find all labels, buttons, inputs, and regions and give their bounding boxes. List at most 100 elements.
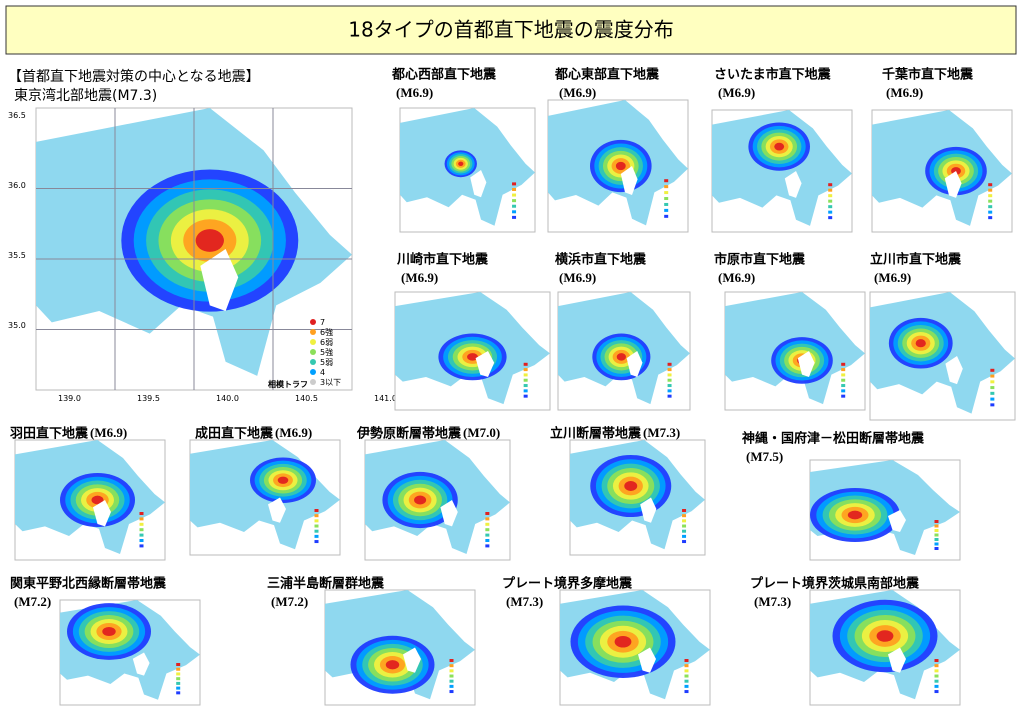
legend-swatch (485, 533, 490, 537)
legend-swatch (449, 684, 454, 688)
panel-magnitude: (M6.9) (396, 85, 433, 100)
legend-swatch (934, 520, 939, 523)
panel-name: 関東平野北西縁断層帯地震 (10, 576, 167, 592)
legend-swatch (841, 368, 846, 372)
panel-magnitude: (M6.9) (90, 425, 127, 440)
panel-name: 都心東部直下地震 (554, 67, 660, 83)
legend-swatch (828, 205, 833, 209)
title-box (5, 5, 1017, 55)
legend-swatch (828, 210, 833, 214)
legend-swatch (684, 674, 689, 678)
legend-swatch (664, 197, 669, 201)
intensity-zone (915, 339, 926, 348)
legend-swatch (314, 519, 319, 523)
legend-swatch (684, 669, 689, 673)
legend-swatch (139, 512, 144, 515)
legend-swatch (828, 199, 833, 203)
panel-magnitude: (M6.9) (401, 270, 438, 285)
panel-magnitude: (M6.9) (559, 270, 596, 285)
legend-swatch (667, 368, 672, 372)
panel-magnitude: (M7.5) (746, 449, 783, 464)
legend-label: 5強 (320, 347, 333, 357)
legend-swatch (682, 524, 687, 528)
lon-label: 140.5 (295, 394, 318, 403)
legend-swatch (176, 672, 181, 676)
panel-name: 都心西部直下地震 (391, 67, 497, 83)
bay (626, 351, 643, 377)
lon-label: 139.5 (137, 394, 160, 403)
legend-swatch (934, 659, 939, 662)
legend-swatch (934, 674, 939, 678)
panel-magnitude: (M7.3) (643, 425, 680, 440)
legend-swatch (988, 216, 993, 220)
legend-swatch (934, 679, 939, 683)
legend-dot (310, 359, 316, 365)
legend-swatch (176, 691, 181, 695)
panel-magnitude: (M7.2) (271, 594, 308, 609)
panel-magnitude: (M6.9) (874, 270, 911, 285)
bay (200, 249, 239, 312)
panel-name: 川崎市直下地震 (396, 252, 489, 268)
bay (268, 497, 286, 523)
legend-swatch (841, 373, 846, 377)
legend-swatch (828, 183, 833, 187)
panel-name: プレート境界茨城県南部地震 (750, 576, 920, 592)
legend-swatch (682, 540, 687, 544)
bay (945, 356, 963, 385)
legend-swatch (934, 664, 939, 668)
legend-swatch (523, 368, 528, 372)
legend-swatch (934, 669, 939, 673)
legend-swatch (139, 533, 144, 537)
bay (640, 497, 657, 523)
legend-swatch (667, 362, 672, 366)
legend-swatch (934, 547, 939, 550)
legend-swatch (664, 179, 669, 183)
legend-swatch (664, 208, 669, 212)
legend-swatch (841, 378, 846, 382)
legend-swatch (990, 397, 995, 401)
legend-swatch (841, 394, 846, 398)
intensity-zone (614, 635, 632, 648)
legend-swatch (684, 659, 689, 662)
legend-swatch (667, 384, 672, 388)
legend-swatch (139, 544, 144, 548)
legend-swatch (990, 368, 995, 372)
legend-swatch (934, 538, 939, 541)
intensity-zone (195, 229, 224, 252)
main-name: 東京湾北部地震(M7.3) (14, 87, 157, 104)
panel-name: 横浜市直下地震 (555, 252, 647, 268)
legend-swatch (449, 679, 454, 683)
lat-label: 36.5 (8, 111, 26, 120)
intensity-zone (102, 626, 116, 637)
bay (797, 351, 815, 377)
bay (470, 170, 487, 198)
legend-swatch (667, 373, 672, 377)
intensity-zone (458, 161, 464, 166)
panel-magnitude: (M6.9) (886, 85, 923, 100)
legend-swatch (485, 512, 490, 515)
legend-label: 5弱 (320, 358, 333, 367)
panel-name: さいたま市直下地震 (714, 67, 832, 83)
legend-swatch (512, 193, 517, 197)
legend-swatch (828, 216, 833, 220)
legend-swatch (988, 210, 993, 214)
lat-label: 36.0 (8, 181, 26, 190)
legend-swatch (512, 187, 517, 191)
legend-swatch (512, 182, 517, 186)
legend-dot (310, 349, 316, 355)
legend-swatch (512, 210, 517, 214)
main-heading: 【首都直下地震対策の中心となる地震】 (8, 68, 260, 85)
bay (475, 351, 495, 377)
legend-swatch (988, 183, 993, 187)
panel-name: 市原市直下地震 (714, 252, 806, 268)
legend-swatch (684, 679, 689, 683)
legend-swatch (988, 188, 993, 192)
legend-swatch (841, 389, 846, 393)
legend-swatch (314, 529, 319, 533)
legend-swatch (449, 674, 454, 678)
legend-swatch (667, 378, 672, 382)
legend-label: 7 (320, 318, 325, 327)
legend-swatch (990, 403, 995, 407)
intensity-zone (414, 495, 427, 505)
